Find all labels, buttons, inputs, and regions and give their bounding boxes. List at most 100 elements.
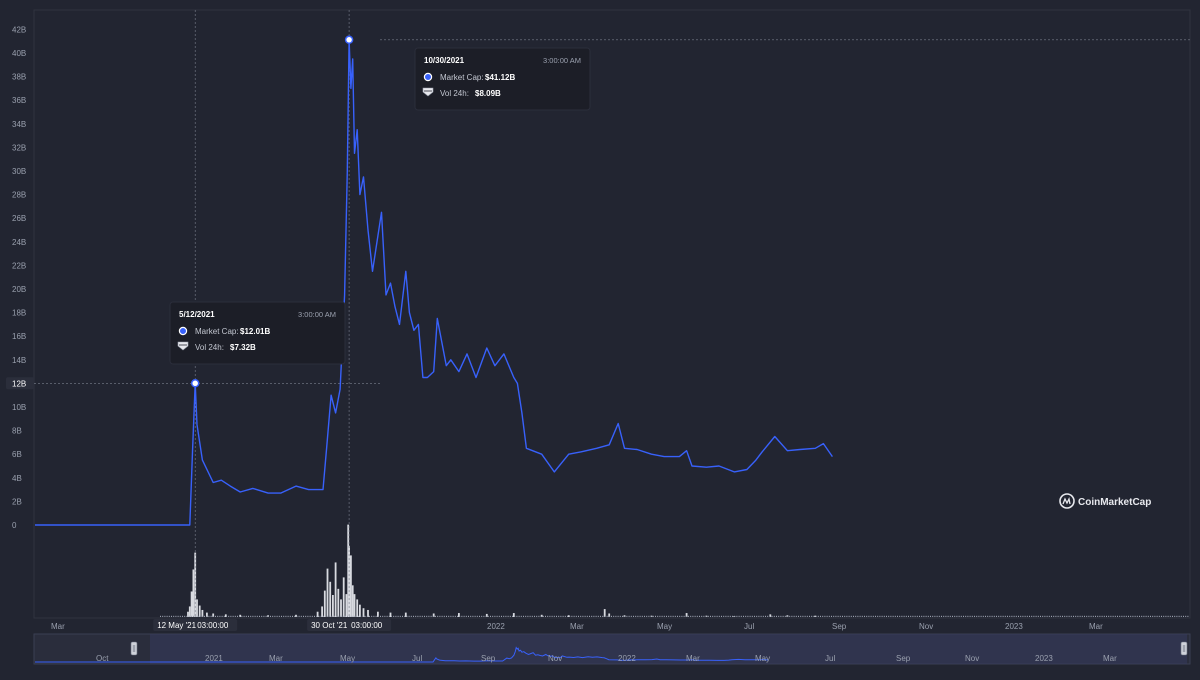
volume-bar-minor — [325, 615, 326, 617]
volume-bar — [540, 614, 543, 617]
volume-bar-minor — [428, 615, 430, 617]
volume-bar-minor — [393, 615, 395, 617]
volume-bar-minor — [507, 615, 509, 617]
volume-bar-minor — [778, 615, 780, 617]
market-cap-line[interactable] — [35, 35, 833, 526]
volume-bar-minor — [648, 615, 650, 617]
volume-bar-minor — [725, 615, 727, 617]
volume-bar-minor — [831, 615, 832, 617]
volume-bar-minor — [859, 615, 861, 617]
volume-shield-icon — [177, 341, 189, 351]
volume-bar-minor — [1130, 615, 1132, 617]
volume-bar-minor — [1134, 615, 1136, 617]
volume-bar-minor — [1031, 615, 1033, 617]
volume-bar-minor — [278, 615, 280, 617]
volume-bar-minor — [1000, 615, 1002, 617]
volume-bar — [334, 562, 337, 617]
tooltip-market-cap-value: $12.01B — [240, 327, 270, 336]
volume-bar-minor — [351, 615, 353, 617]
volume-bar-minor — [641, 615, 643, 617]
volume-bar-minor — [248, 615, 249, 617]
volume-bar-minor — [450, 615, 452, 617]
volume-bar-minor — [1040, 615, 1041, 617]
volume-bar-minor — [600, 615, 601, 617]
volume-bar-minor — [685, 615, 687, 617]
volume-bar-minor — [382, 615, 384, 617]
volume-bar-minor — [591, 615, 593, 617]
volume-bar-minor — [743, 615, 744, 617]
volume-bar-minor — [1101, 615, 1103, 617]
volume-bar-minor — [976, 615, 978, 617]
volume-bar-minor — [254, 615, 256, 617]
volume-bar-minor — [1097, 615, 1099, 617]
navigator-handle-left[interactable] — [130, 641, 138, 656]
navigator-handle-right[interactable] — [1180, 641, 1188, 656]
volume-bar-minor — [694, 615, 696, 617]
y-tick-label: 16B — [12, 332, 26, 341]
x-tick-label: Sep — [832, 622, 847, 631]
tooltip-market-cap-label: Market Cap: — [195, 327, 239, 336]
volume-bar-minor — [688, 615, 689, 617]
volume-bar — [188, 606, 191, 617]
volume-bar-minor — [978, 615, 980, 617]
volume-bar-minor — [402, 615, 403, 617]
volume-bar-minor — [855, 615, 857, 617]
navigator[interactable]: Oct 2021 Mar May Jul Sep Nov 2022 Mar May Jul Sep No… — [33, 633, 1191, 665]
market-cap-series-line[interactable] — [35, 39, 833, 526]
volume-bar-minor — [228, 615, 230, 617]
tooltip: 10/30/2021 3:00:00 AM Market Cap: $41.12B Vo… — [414, 47, 591, 111]
volume-bar-minor — [369, 615, 370, 617]
hover-point[interactable] — [344, 35, 354, 45]
x-tick-label: Mar — [570, 622, 584, 631]
volume-bar — [196, 599, 198, 617]
volume-bar-minor — [417, 615, 419, 617]
y-axis-ticks: 0 2B 4B 6B 8B 10B 12B 14B 16B 18B 20B 22B 24B 26B 28B 3… — [12, 25, 26, 530]
volume-bar-minor — [952, 615, 953, 617]
volume-bar-minor — [177, 615, 179, 617]
volume-bar-minor — [637, 615, 639, 617]
volume-bar — [351, 585, 354, 617]
volume-bar-minor — [912, 615, 914, 617]
tooltip-background — [169, 301, 346, 365]
volume-bar-minor — [628, 615, 630, 617]
volume-bar-minor — [703, 615, 705, 617]
volume-bar-minor — [1158, 615, 1160, 617]
volume-bar-minor — [1123, 615, 1125, 617]
volume-bar-minor — [897, 615, 898, 617]
coinmarketcap-logo-icon — [1059, 493, 1075, 509]
volume-bar-minor — [485, 615, 487, 617]
volume-bar-minor — [479, 615, 480, 617]
volume-bar-minor — [184, 615, 186, 617]
volume-bar-minor — [982, 615, 984, 617]
volume-bar-minor — [1132, 615, 1134, 617]
volume-bar-minor — [406, 615, 408, 617]
volume-bar-minor — [813, 615, 815, 617]
volume-bar-minor — [639, 615, 641, 617]
volume-bar-minor — [644, 615, 645, 617]
x-crosshair-date: 30 Oct '21 — [311, 621, 348, 630]
volume-bar-minor — [718, 615, 720, 617]
volume-bar — [239, 614, 242, 617]
hover-point[interactable] — [190, 379, 200, 388]
volume-bar-minor — [870, 615, 872, 617]
volume-bar-minor — [622, 615, 623, 617]
navigator-selection[interactable] — [150, 634, 1187, 664]
volume-bar-minor — [666, 615, 667, 617]
volume-bar-minor — [523, 615, 524, 617]
navigator-tick-label: May — [755, 654, 770, 663]
volume-bar-minor — [162, 615, 164, 617]
volume-bar-minor — [571, 615, 573, 617]
volume-bar-minor — [1108, 615, 1110, 617]
volume-bar — [567, 615, 570, 617]
volume-bar-minor — [516, 615, 518, 617]
volume-bar-minor — [1020, 615, 1022, 617]
volume-bar-minor — [1154, 615, 1156, 617]
volume-bar-minor — [938, 615, 940, 617]
volume-bar-minor — [1106, 615, 1107, 617]
volume-bar-minor — [1013, 615, 1015, 617]
volume-bar-minor — [1125, 615, 1127, 617]
volume-bar-minor — [366, 615, 368, 617]
y-tick-label: 22B — [12, 261, 26, 270]
